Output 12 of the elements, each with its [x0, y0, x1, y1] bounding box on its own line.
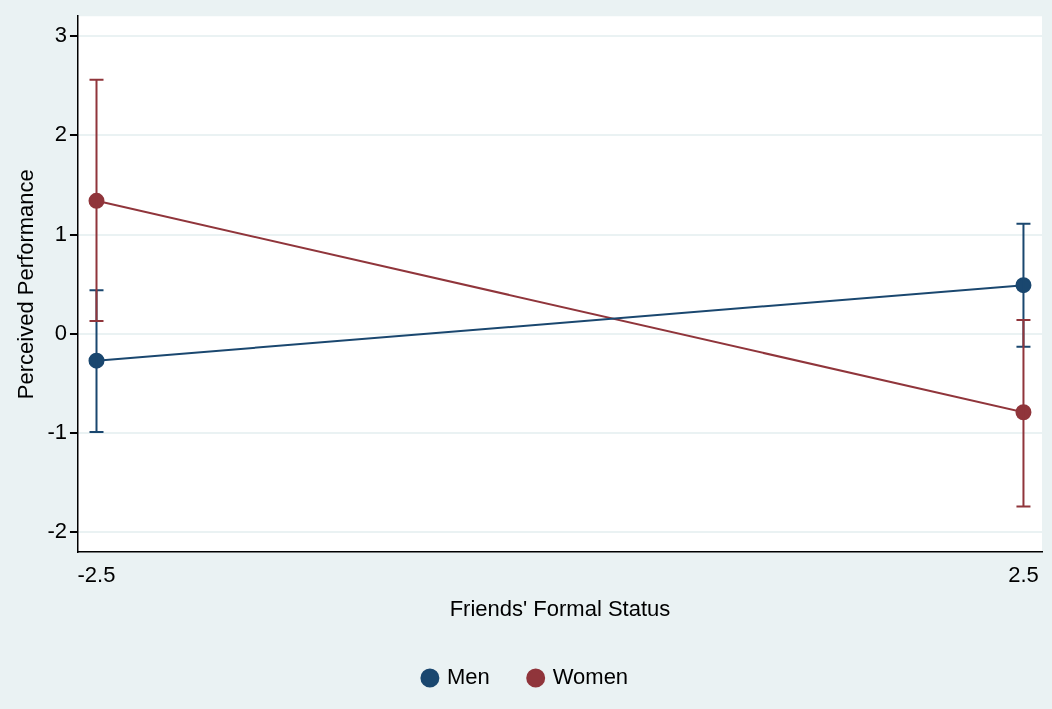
y-tick-label: 0: [54, 319, 67, 345]
y-tick-label: -1: [47, 419, 67, 445]
y-tick-label: -2: [47, 518, 67, 544]
legend-label: Men: [446, 664, 490, 690]
y-tick-label: 1: [54, 220, 67, 246]
x-axis-title: Friends' Formal Status: [449, 595, 671, 621]
y-tick-label: 3: [54, 22, 67, 48]
legend-label: Women: [552, 664, 629, 690]
x-tick-label: 2.5: [1008, 562, 1039, 588]
x-tick-label: -2.5: [77, 562, 116, 588]
y-tick-label: 2: [54, 121, 67, 147]
y-axis-title: Perceived Performance: [13, 169, 39, 400]
